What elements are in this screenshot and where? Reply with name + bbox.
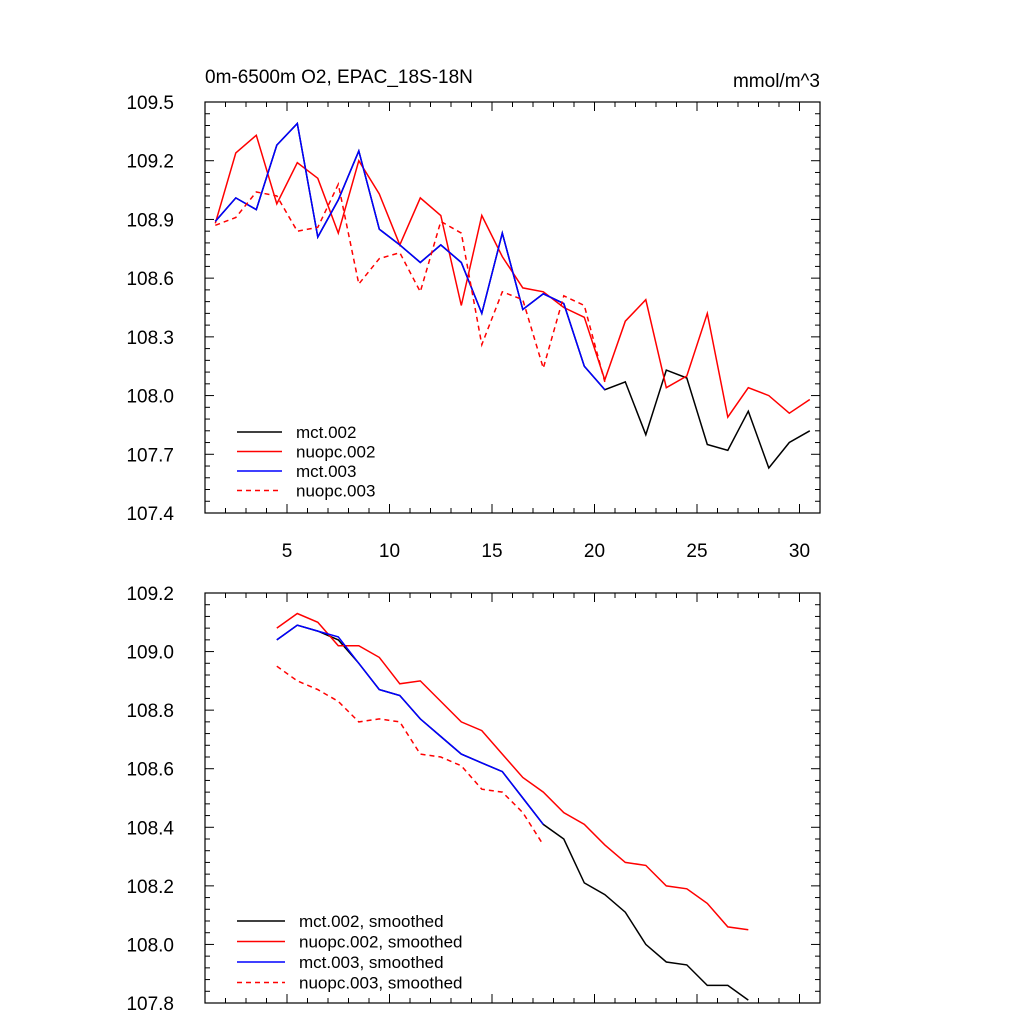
series-line-mct-003-smoothed [276, 624, 544, 825]
y-tick-label: 109.2 [126, 584, 174, 605]
y-tick-label: 108.0 [126, 935, 174, 956]
top-chart-title: 0m-6500m O2, EPAC_18S-18N [205, 67, 473, 88]
y-tick-label: 108.8 [126, 701, 174, 722]
y-tick-label: 108.6 [126, 269, 174, 290]
y-tick-label: 107.8 [126, 994, 174, 1015]
x-tick-label: 5 [282, 541, 293, 562]
series-line-nuopc-003-smoothed [276, 665, 544, 846]
series-line-nuopc-002-smoothed [276, 612, 749, 931]
y-tick-label: 108.0 [126, 387, 174, 408]
y-tick-label: 108.2 [126, 877, 174, 898]
legend-label: mct.003, smoothed [299, 953, 444, 972]
x-tick-label: 10 [379, 541, 400, 562]
legend-label: mct.003 [296, 462, 356, 481]
y-tick-label: 107.7 [126, 445, 174, 466]
legend-label: nuopc.003 [296, 482, 375, 501]
y-tick-label: 108.9 [126, 210, 174, 231]
x-tick-label: 30 [789, 541, 810, 562]
y-tick-label: 109.0 [126, 643, 174, 664]
x-tick-label: 15 [481, 541, 502, 562]
chart-panel-bottom: 107.8 108.0 108.2 108.4 108.6 108.8 109.0 109.2… [126, 584, 821, 1015]
series-line-mct-003 [214, 121, 606, 391]
y-tick-label: 108.6 [126, 760, 174, 781]
series-line-nuopc-003 [215, 181, 606, 383]
legend-label: mct.002 [296, 423, 356, 442]
legend-label: nuopc.003, smoothed [299, 974, 463, 993]
y-tick-label: 108.4 [126, 818, 174, 839]
y-tick-label: 107.4 [126, 504, 174, 525]
chart-panel-top: 5 10 15 20 25 30 107.4 107.7 108.0 108.3 108.6 108.… [126, 93, 821, 562]
y-tick-label: 109.2 [126, 152, 174, 173]
y-tick-label: 109.5 [126, 93, 174, 114]
legend-label: nuopc.002 [296, 443, 375, 462]
top-chart-units: mmol/m^3 [733, 71, 820, 92]
legend-label: nuopc.002, smoothed [299, 933, 463, 952]
x-tick-label: 20 [584, 541, 605, 562]
y-tick-label: 108.3 [126, 328, 174, 349]
x-tick-label: 25 [686, 541, 707, 562]
legend-label: mct.002, smoothed [299, 912, 444, 931]
